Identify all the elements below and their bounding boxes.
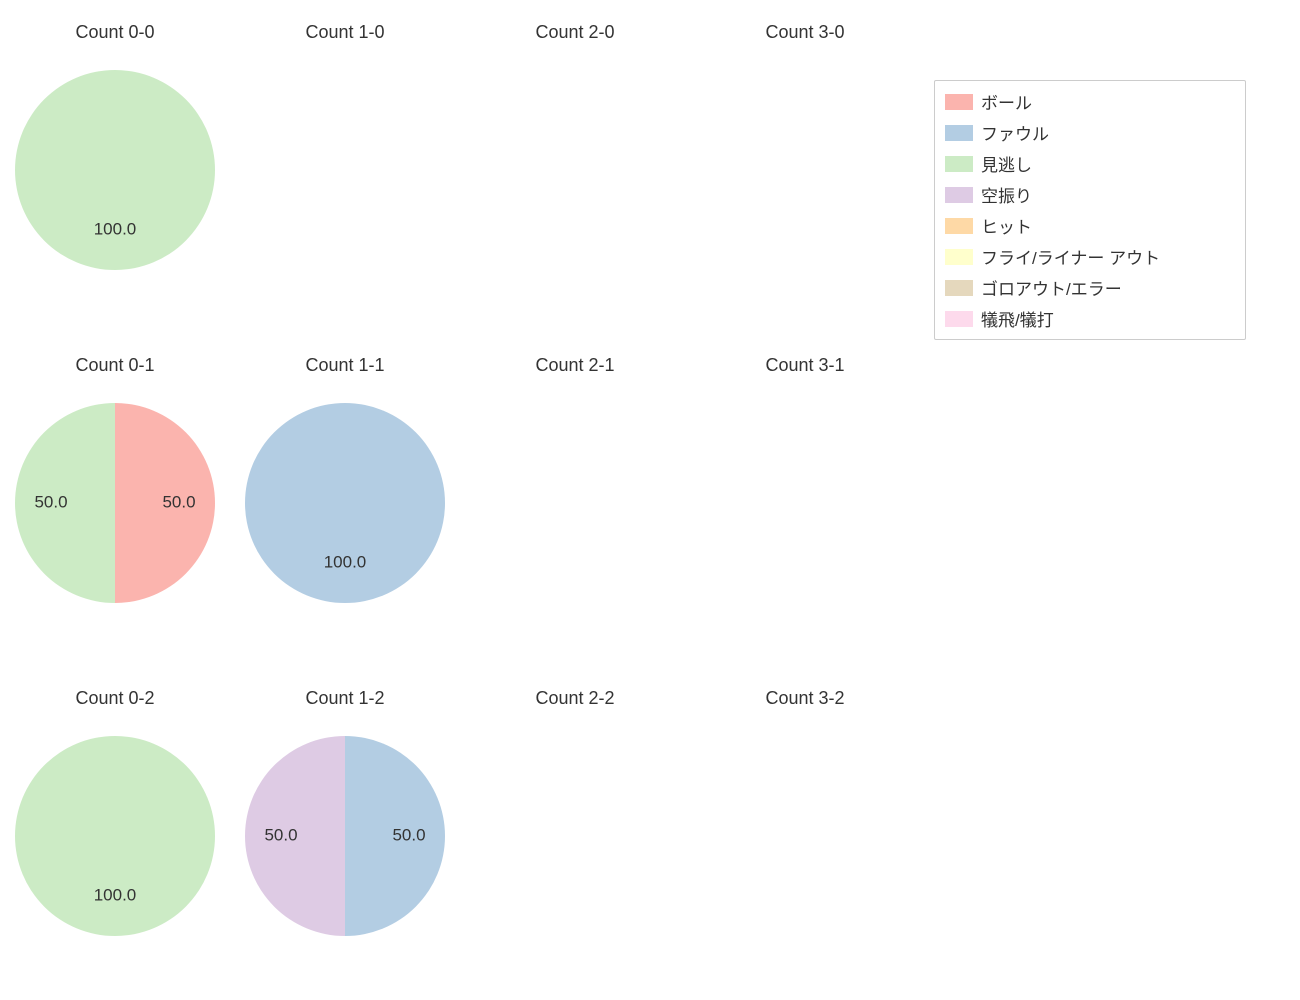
legend-swatch — [945, 249, 973, 265]
pie-title: Count 3-1 — [765, 355, 844, 376]
pie-title: Count 0-2 — [75, 688, 154, 709]
pie-slice-label: 100.0 — [94, 219, 137, 238]
pie-slice-label: 100.0 — [324, 552, 367, 571]
pie-grid: Count 0-0 100.0 Count 1-0 Count 2-0 Count 3-… — [0, 0, 920, 1000]
legend-row: ボール — [945, 89, 1235, 114]
legend-row: ゴロアウト/エラー — [945, 275, 1235, 300]
legend-row: 空振り — [945, 182, 1235, 207]
pie-cell: Count 2-1 — [460, 333, 690, 666]
legend-swatch — [945, 187, 973, 203]
pie-title: Count 0-0 — [75, 22, 154, 43]
chart-stage: Count 0-0 100.0 Count 1-0 Count 2-0 Count 3-… — [0, 0, 1300, 1000]
pie-cell: Count 2-2 — [460, 666, 690, 999]
pie-chart: 100.0 — [15, 736, 215, 986]
pie-title: Count 2-2 — [535, 688, 614, 709]
pie-title: Count 2-1 — [535, 355, 614, 376]
pie-slice-label: 50.0 — [34, 492, 67, 511]
pie-cell: Count 1-2 50.0 50.0 — [230, 666, 460, 999]
pie-wrap: 100.0 — [245, 403, 445, 603]
pie-title: Count 1-2 — [305, 688, 384, 709]
legend-label: ゴロアウト/エラー — [981, 275, 1122, 300]
pie-slice-label: 50.0 — [162, 492, 195, 511]
pie-cell: Count 1-0 — [230, 0, 460, 333]
legend-swatch — [945, 218, 973, 234]
legend-swatch — [945, 94, 973, 110]
pie-title: Count 2-0 — [535, 22, 614, 43]
pie-slice — [15, 70, 215, 270]
pie-slice — [15, 736, 215, 936]
legend-label: ボール — [981, 89, 1032, 114]
pie-cell: Count 3-2 — [690, 666, 920, 999]
legend-label: ファウル — [981, 120, 1049, 145]
pie-title: Count 0-1 — [75, 355, 154, 376]
legend-swatch — [945, 125, 973, 141]
legend-row: ファウル — [945, 120, 1235, 145]
pie-chart: 100.0 — [15, 70, 215, 320]
legend-label: フライ/ライナー アウト — [981, 244, 1160, 269]
pie-cell: Count 2-0 — [460, 0, 690, 333]
pie-slice — [245, 403, 445, 603]
legend-row: 犠飛/犠打 — [945, 306, 1235, 331]
pie-cell: Count 0-1 50.0 50.0 — [0, 333, 230, 666]
pie-title: Count 3-2 — [765, 688, 844, 709]
pie-title: Count 1-0 — [305, 22, 384, 43]
pie-chart: 100.0 — [245, 403, 445, 653]
pie-cell: Count 3-1 — [690, 333, 920, 666]
pie-slice-label: 100.0 — [94, 885, 137, 904]
legend-row: フライ/ライナー アウト — [945, 244, 1235, 269]
legend-row: ヒット — [945, 213, 1235, 238]
pie-slice-label: 50.0 — [264, 825, 297, 844]
legend-swatch — [945, 280, 973, 296]
legend-label: 見逃し — [981, 151, 1032, 176]
pie-slice-label: 50.0 — [392, 825, 425, 844]
pie-title: Count 1-1 — [305, 355, 384, 376]
pie-wrap: 100.0 — [15, 70, 215, 270]
legend-label: 犠飛/犠打 — [981, 306, 1054, 331]
pie-wrap: 100.0 — [15, 736, 215, 936]
legend-swatch — [945, 156, 973, 172]
pie-title: Count 3-0 — [765, 22, 844, 43]
pie-chart: 50.0 50.0 — [15, 403, 215, 653]
pie-cell: Count 0-2 100.0 — [0, 666, 230, 999]
legend-row: 見逃し — [945, 151, 1235, 176]
legend-swatch — [945, 311, 973, 327]
pie-wrap: 50.0 50.0 — [245, 736, 445, 936]
pie-cell: Count 1-1 100.0 — [230, 333, 460, 666]
pie-cell: Count 0-0 100.0 — [0, 0, 230, 333]
pie-cell: Count 3-0 — [690, 0, 920, 333]
legend: ボールファウル見逃し空振りヒットフライ/ライナー アウトゴロアウト/エラー犠飛/… — [934, 80, 1246, 340]
pie-wrap: 50.0 50.0 — [15, 403, 215, 603]
legend-label: 空振り — [981, 182, 1032, 207]
legend-label: ヒット — [981, 213, 1032, 238]
pie-chart: 50.0 50.0 — [245, 736, 445, 986]
